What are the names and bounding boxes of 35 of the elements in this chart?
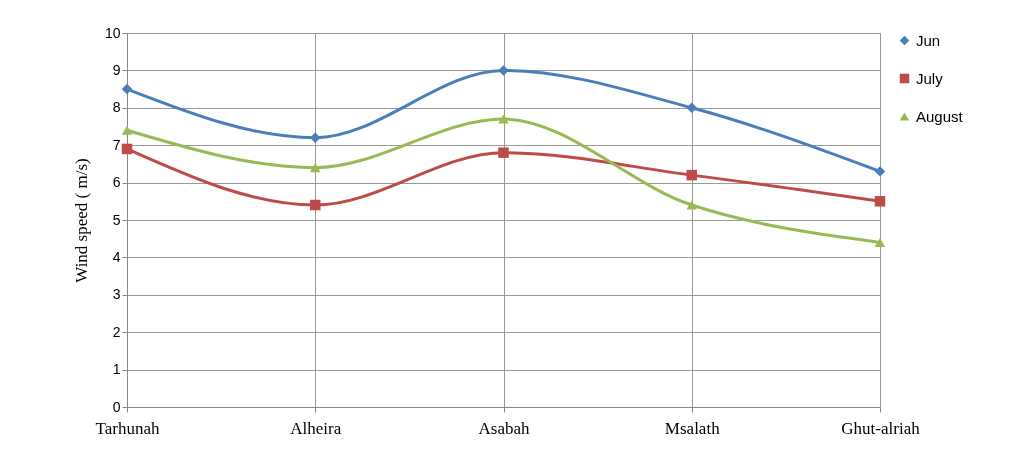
point	[121, 83, 133, 95]
y-tick-label: 5	[112, 211, 121, 228]
y-tick-label: 4	[112, 248, 121, 265]
y-tick-label: 1	[112, 361, 121, 378]
x-tick-label: Ghut-alriah	[841, 418, 921, 438]
x-tick-label: Alheira	[290, 418, 342, 438]
y-tick-label: 7	[112, 136, 121, 153]
point	[686, 200, 697, 210]
y-tick-label: 3	[112, 286, 121, 303]
y-tick-label: 0	[112, 398, 121, 415]
point	[874, 237, 886, 247]
legend-label: July	[916, 69, 944, 87]
y-tick-label: 9	[112, 61, 121, 78]
point	[686, 102, 697, 114]
y-axis-title: Wind speed ( m/s)	[71, 158, 91, 283]
point	[874, 166, 886, 177]
y-tick-label: 10	[104, 24, 121, 41]
point	[310, 199, 321, 211]
point	[121, 143, 133, 155]
point	[874, 196, 886, 207]
x-tick-label: Tarhunah	[95, 418, 160, 438]
x-tick-label: Asabah	[478, 418, 530, 438]
x-tick-label: Msalath	[664, 418, 721, 438]
point	[498, 147, 509, 158]
point	[121, 125, 133, 135]
y-tick-label: 8	[112, 99, 121, 116]
point	[310, 163, 321, 173]
y-tick-label: 2	[112, 323, 121, 340]
point	[686, 169, 697, 181]
point	[498, 65, 509, 76]
y-tick-label: 6	[112, 174, 121, 191]
legend-label: August	[916, 107, 964, 125]
point	[310, 132, 321, 143]
legend-label: Jun	[916, 31, 941, 49]
point	[498, 114, 509, 124]
